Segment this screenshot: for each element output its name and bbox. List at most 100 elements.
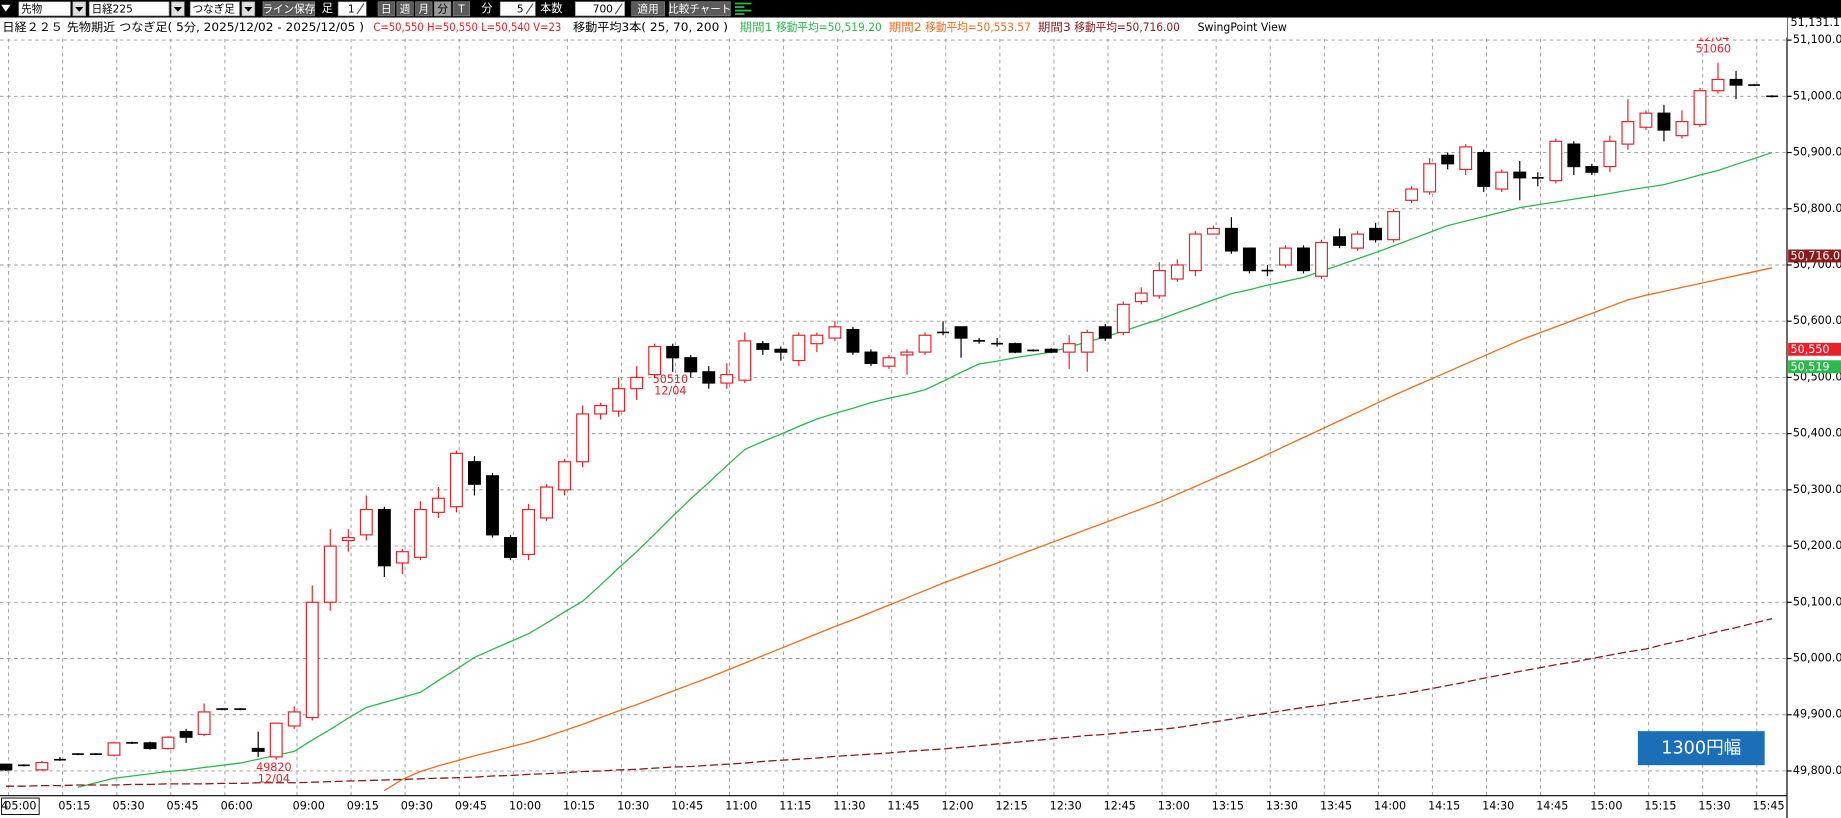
candle-body xyxy=(467,461,481,485)
x-tick-label: 13:15 xyxy=(1212,799,1244,812)
text-input[interactable] xyxy=(337,1,367,17)
candle-body xyxy=(738,340,752,381)
candle-body xyxy=(666,345,680,359)
dropdown[interactable] xyxy=(88,1,170,17)
price-tag-label: 50,550 xyxy=(1791,343,1830,356)
x-tick-label: 14:00 xyxy=(1374,799,1406,812)
x-tick-label: 11:15 xyxy=(779,799,811,812)
price-tag-label: 50,716.0 xyxy=(1791,250,1841,263)
button[interactable] xyxy=(452,1,470,17)
x-tick-label: 15:45 xyxy=(1752,799,1784,812)
candle-body xyxy=(1405,188,1419,201)
candle-body xyxy=(431,497,445,513)
spin-icon xyxy=(356,3,365,15)
toolbar-text[interactable]: 日 xyxy=(381,3,392,15)
button[interactable] xyxy=(631,1,665,17)
candle-body xyxy=(900,351,914,356)
moving-average-line xyxy=(383,267,1773,792)
toolbar-grip xyxy=(1,4,11,12)
dropdown[interactable] xyxy=(189,1,240,17)
candle-body xyxy=(1116,303,1130,334)
swing-high-value: 51060 xyxy=(1696,43,1731,56)
y-tick-label: 50,200.00 xyxy=(1793,539,1841,552)
swing-low-date: 12/04 xyxy=(258,773,290,786)
header-text: 移動平均3本( 25, 70, 200 ) xyxy=(573,20,728,34)
toolbar-text[interactable]: 1 xyxy=(348,3,355,15)
price-tag xyxy=(1788,342,1841,356)
candle-body xyxy=(882,357,896,367)
candle-body xyxy=(1567,143,1581,168)
candle-body xyxy=(107,742,121,756)
candle-body xyxy=(1188,233,1202,272)
candle-body xyxy=(35,761,49,771)
x-tick-label: 10:15 xyxy=(563,799,595,812)
toolbar-text[interactable]: 分 xyxy=(437,3,448,15)
toolbar-text[interactable]: 日経225 xyxy=(92,2,133,15)
legend-value: 移動平均=50,519.20 xyxy=(776,20,882,34)
y-tick-label: 49,900.00 xyxy=(1793,708,1841,721)
x-tick-label: 09:45 xyxy=(455,799,487,812)
moving-average-line xyxy=(77,151,1773,788)
candle-body xyxy=(1549,140,1563,182)
toolbar-text[interactable]: ライン保存 xyxy=(262,2,315,15)
toolbar-text[interactable]: 月 xyxy=(419,3,430,15)
button[interactable] xyxy=(434,1,452,17)
candle-body xyxy=(612,388,626,412)
candle-body xyxy=(828,326,842,339)
candle-body xyxy=(648,345,662,376)
x-tick-label: 15:00 xyxy=(1590,799,1622,812)
x-tick-label: 12:15 xyxy=(996,799,1028,812)
candle-body xyxy=(702,371,716,384)
candle-body xyxy=(287,711,301,727)
toolbar-text[interactable]: 700 xyxy=(593,3,613,15)
text-input[interactable] xyxy=(574,1,625,17)
candle-body xyxy=(1242,247,1256,272)
moving-average-line xyxy=(5,617,1773,787)
toolbar-text[interactable]: つなぎ足 xyxy=(193,2,236,15)
candle-body xyxy=(810,334,824,345)
header-text: SwingPoint View xyxy=(1198,21,1287,34)
dropdown[interactable] xyxy=(18,1,71,17)
x-tick-label: 13:30 xyxy=(1266,799,1298,812)
toolbar-text[interactable]: 適用 xyxy=(638,2,659,15)
candle-body xyxy=(864,351,878,364)
toolbar-text[interactable]: 5 xyxy=(517,3,524,15)
candle-body xyxy=(1279,247,1292,266)
toolbar-text[interactable]: 比較チャート xyxy=(668,2,731,15)
button[interactable] xyxy=(668,1,731,17)
swing-low-date: 12/04 xyxy=(654,385,686,398)
candle-body xyxy=(1639,112,1653,128)
button[interactable] xyxy=(262,1,316,17)
swing-low-value: 50510 xyxy=(653,373,688,386)
y-tick-label: 50,800.00 xyxy=(1793,202,1841,215)
button[interactable] xyxy=(396,1,414,17)
candle-body xyxy=(1044,348,1058,353)
candle-body xyxy=(684,357,698,373)
toolbar-controls: 先物 日経225 つなぎ足 ライン保存足 1 日週月分 T 分 5 本数 700 適用 比較チャート xyxy=(1,1,752,17)
candle-body xyxy=(558,461,572,491)
candle-body xyxy=(1062,343,1076,353)
button[interactable] xyxy=(415,1,433,17)
toolbar-text[interactable]: T xyxy=(457,3,465,15)
candle-body xyxy=(720,374,734,384)
x-tick-label: 06:00 xyxy=(221,799,253,812)
button[interactable] xyxy=(377,1,395,17)
candle-body xyxy=(1170,264,1184,280)
candle-body xyxy=(1585,166,1599,173)
candle-body xyxy=(377,508,391,567)
x-tick-label: 11:45 xyxy=(887,799,919,812)
candle-body xyxy=(1369,227,1383,241)
x-tick-label: 11:00 xyxy=(725,799,757,812)
x-tick-label: 13:45 xyxy=(1320,799,1352,812)
y-tick-label: 51,100.00 xyxy=(1793,33,1841,46)
toolbar-text[interactable]: 週 xyxy=(400,3,411,15)
toolbar-text[interactable]: 先物 xyxy=(21,2,43,15)
y-tick-label: 49,800.00 xyxy=(1793,764,1841,777)
candle-body xyxy=(413,508,427,558)
y-tick-label: 50,900.00 xyxy=(1793,146,1841,159)
candle-body xyxy=(504,537,517,558)
